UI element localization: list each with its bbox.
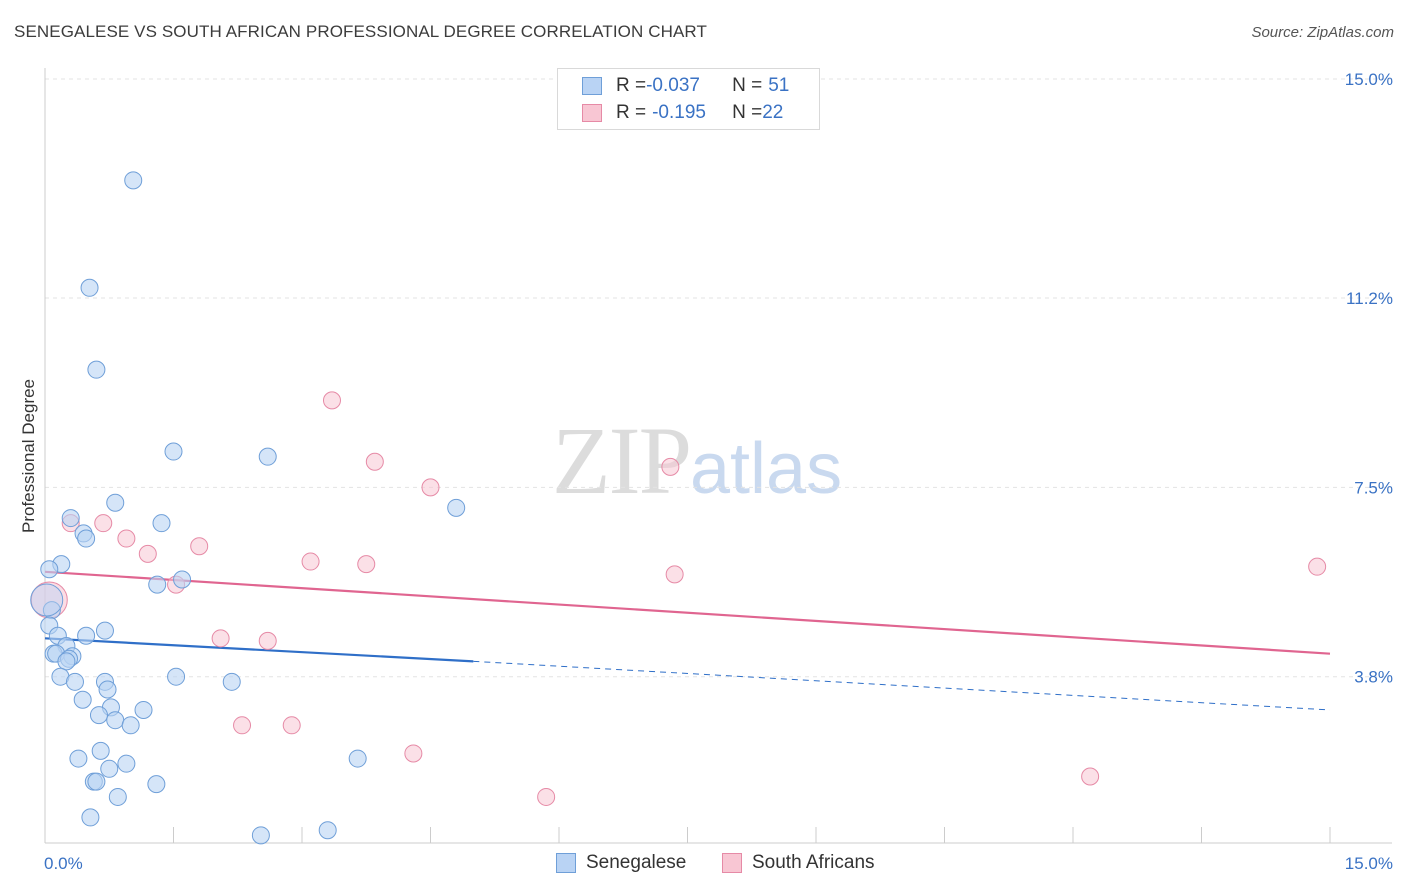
x-tick-label-max: 15.0% [1345, 854, 1393, 873]
senegalese-legend-label: Senegalese [586, 852, 687, 873]
south-africans-trend-line [44, 570, 1331, 655]
r-value: -0.195 [652, 102, 706, 123]
senegalese-point [61, 509, 80, 528]
r-label: R = [616, 102, 647, 123]
senegalese-point [100, 759, 119, 778]
south-africans-point [322, 391, 341, 410]
senegalese-point [98, 680, 117, 699]
x-tick-label-min: 0.0% [44, 854, 83, 873]
senegalese-point [57, 652, 76, 671]
y-tick-label: 15.0% [1345, 70, 1393, 89]
watermark-atlas: atlas [690, 429, 843, 509]
senegalese-point [148, 575, 167, 594]
senegalese-point [69, 749, 88, 768]
senegalese-point [348, 749, 367, 768]
senegalese-point [251, 826, 270, 845]
senegalese-point [124, 171, 143, 190]
senegalese-point [108, 787, 127, 806]
senegalese-point [106, 493, 125, 512]
south-africans-point [190, 537, 209, 556]
senegalese-point [30, 583, 64, 617]
correlation-legend: R = -0.037 N = 51 R = -0.195 N = 22 [557, 68, 820, 130]
senegalese-point [73, 690, 92, 709]
south-africans-point [138, 544, 157, 563]
senegalese-point [77, 626, 96, 645]
senegalese-point [95, 621, 114, 640]
senegalese-point [40, 560, 59, 579]
senegalese-point [117, 754, 136, 773]
n-value: 22 [762, 102, 784, 123]
chart-title: SENEGALESE VS SOUTH AFRICAN PROFESSIONAL… [14, 22, 707, 41]
senegalese-point [447, 498, 466, 517]
senegalese-point [121, 716, 140, 735]
south-africans-point [537, 787, 556, 806]
source-label: Source: ZipAtlas.com [1251, 24, 1394, 41]
y-axis-label: Professional Degree [19, 379, 38, 533]
south-africans-point [661, 457, 680, 476]
y-tick-label: 7.5% [1354, 478, 1393, 497]
axes [44, 68, 1392, 844]
senegalese-point [77, 529, 96, 548]
y-tick-label: 11.2% [1346, 289, 1393, 308]
south-africans-point [421, 478, 440, 497]
senegalese-point [173, 570, 192, 589]
south-africans-point [665, 565, 684, 584]
south-africans-swatch [582, 104, 602, 122]
south-africans-point [1081, 767, 1100, 786]
south-africans-point [211, 629, 230, 648]
south-africans-legend-label: South Africans [752, 852, 875, 873]
tick-labels: 3.8% 7.5% 11.2% 15.0% 0.0% 15.0% Professional … [19, 70, 1393, 873]
south-africans-point [1308, 557, 1327, 576]
senegalese-point [80, 278, 99, 297]
senegalese-swatch [582, 77, 602, 95]
series-legend: Senegalese South Africans [0, 852, 1406, 878]
trend-lines [44, 570, 1331, 711]
n-value: 51 [768, 75, 790, 96]
senegalese-point [167, 667, 186, 686]
senegalese-trend-line [44, 637, 474, 663]
senegalese-point [89, 706, 108, 725]
legend-item-senegalese: Senegalese [556, 852, 686, 874]
south-africans-points [30, 391, 1327, 806]
senegalese-point [65, 672, 84, 691]
senegalese-point [106, 711, 125, 730]
senegalese-point [87, 772, 106, 791]
senegalese-point [222, 672, 241, 691]
south-africans-point [282, 716, 301, 735]
senegalese-point [147, 775, 166, 794]
senegalese-legend-swatch [556, 853, 576, 873]
grid-lines [45, 78, 1392, 678]
south-africans-point [94, 514, 113, 533]
n-label: N = [732, 102, 763, 123]
r-value: -0.037 [646, 75, 700, 96]
south-africans-point [117, 529, 136, 548]
r-label: R = [616, 75, 647, 96]
senegalese-point [87, 360, 106, 379]
south-africans-point [233, 716, 252, 735]
senegalese-point [152, 514, 171, 533]
senegalese-point [134, 700, 153, 719]
south-africans-point [258, 631, 277, 650]
senegalese-point [164, 442, 183, 461]
south-africans-legend-swatch [722, 853, 742, 873]
south-africans-point [365, 452, 384, 471]
legend-item-south-africans: South Africans [722, 852, 875, 874]
senegalese-point [91, 741, 110, 760]
watermark: ZIPatlas [552, 405, 842, 516]
legend-row-south-africans: R = -0.195 N = 22 [582, 101, 783, 125]
south-africans-point [404, 744, 423, 763]
y-tick-label: 3.8% [1354, 668, 1393, 687]
senegalese-point [258, 447, 277, 466]
senegalese-points [30, 171, 466, 845]
senegalese-point [318, 821, 337, 840]
n-label: N = [732, 75, 763, 96]
south-africans-point [357, 555, 376, 574]
south-africans-point [301, 552, 320, 571]
legend-row-senegalese: R = -0.037 N = 51 [582, 74, 789, 98]
senegalese-trend-extension [473, 660, 1331, 711]
senegalese-point [81, 808, 100, 827]
